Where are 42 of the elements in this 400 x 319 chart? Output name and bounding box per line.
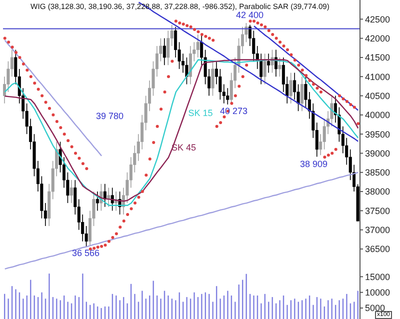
- annotation: 36 566: [72, 248, 100, 258]
- candlestick: [263, 53, 266, 85]
- annotation: 39 780: [96, 111, 124, 121]
- annotation: 42 400: [236, 10, 264, 20]
- y-tick-label: 41000: [365, 72, 390, 82]
- candlestick: [174, 26, 178, 58]
- y-tick-label: 40000: [365, 110, 390, 120]
- candlestick: [182, 53, 184, 74]
- series-label: SK 15: [188, 108, 213, 118]
- candlestick: [110, 187, 114, 212]
- annotation: 40 273: [220, 106, 248, 116]
- candlestick: [196, 34, 200, 58]
- y-tick-label: 36500: [365, 244, 390, 254]
- y-tick-label: 38000: [365, 186, 390, 197]
- y-tick-label: 37000: [365, 225, 390, 236]
- candlestick: [185, 57, 188, 85]
- candlestick: [70, 180, 73, 204]
- candlestick: [300, 76, 304, 112]
- candlestick: [267, 53, 270, 74]
- y-tick-label: 39000: [365, 148, 390, 158]
- y-tick-label: 40500: [365, 90, 390, 101]
- candlestick: [188, 46, 192, 85]
- y-tick-label: 42500: [365, 14, 390, 24]
- y-tick-label: 42000: [365, 34, 390, 44]
- line-series: [4, 172, 359, 270]
- y-tick-label: 15000: [365, 272, 390, 282]
- candlestick: [289, 72, 292, 104]
- y-tick-label: 41500: [365, 52, 390, 63]
- y-tick-label: 37500: [365, 206, 390, 216]
- y-tick-label: 38500: [365, 168, 390, 178]
- candlestick: [103, 183, 106, 208]
- y-tick-label: 10000: [365, 288, 390, 298]
- candlestick: [211, 60, 214, 96]
- y-tick-label: 5000: [365, 303, 386, 314]
- y-tick-label: 39500: [365, 129, 390, 140]
- candlestick: [226, 88, 230, 105]
- candlestick: [293, 72, 296, 100]
- candlestick: [96, 191, 99, 212]
- annotation: 38 909: [300, 158, 328, 169]
- candlestick: [162, 38, 166, 66]
- candlestick: [278, 57, 282, 78]
- line-series: [253, 25, 359, 111]
